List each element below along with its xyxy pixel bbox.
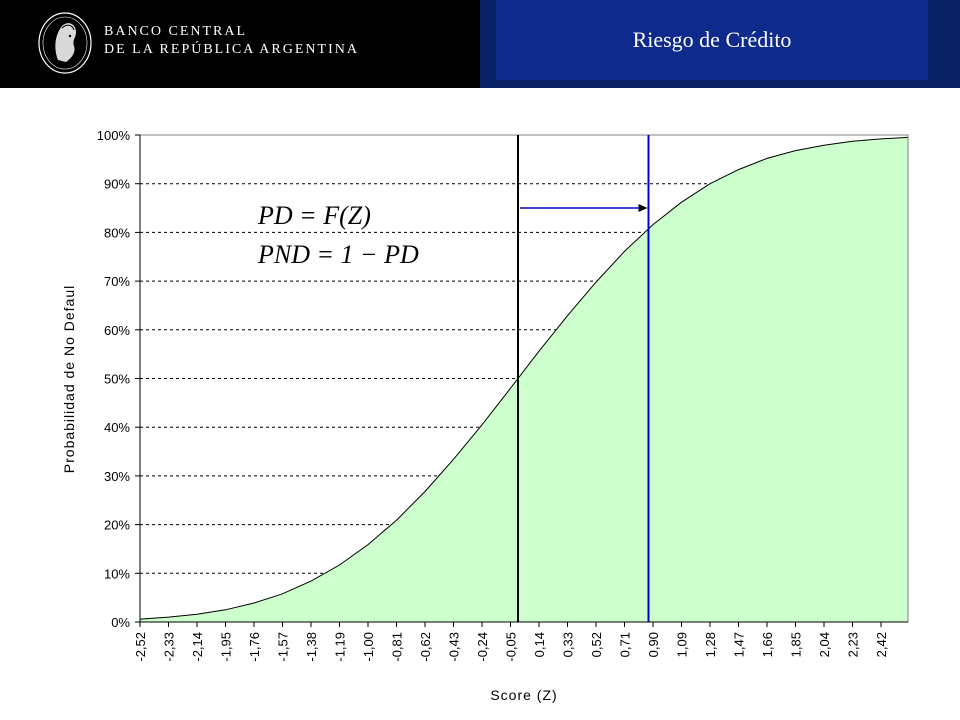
y-tick-label: 40% bbox=[104, 420, 130, 435]
x-tick-label: -1,57 bbox=[276, 632, 291, 662]
x-tick-label: -0,43 bbox=[447, 632, 462, 662]
y-tick-label: 60% bbox=[104, 323, 130, 338]
x-tick-label: -1,38 bbox=[304, 632, 319, 662]
y-tick-label: 50% bbox=[104, 372, 130, 387]
x-tick-label: 0,14 bbox=[532, 632, 547, 657]
shift-arrow-head bbox=[638, 204, 648, 213]
x-tick-label: 2,42 bbox=[874, 632, 889, 657]
header-left-panel bbox=[0, 0, 480, 88]
x-axis: -2,52 -2,33 -2,14 -1,95 -1,76 -1,57 -1,38 -1,19… bbox=[133, 621, 908, 662]
x-tick-label: -0,24 bbox=[475, 632, 490, 662]
x-tick-label: -1,76 bbox=[247, 632, 262, 662]
x-tick-label: 1,66 bbox=[760, 632, 775, 657]
x-tick-label: -2,52 bbox=[133, 632, 148, 662]
x-tick-label: 0,71 bbox=[618, 632, 633, 657]
y-tick-label: 0% bbox=[111, 615, 130, 630]
y-tick-label: 80% bbox=[104, 225, 130, 240]
area-fill bbox=[140, 137, 908, 622]
x-tick-label: -2,33 bbox=[162, 632, 177, 662]
y-axis-title: Probabilidad de No Defaul bbox=[61, 285, 77, 473]
bank-name-line1: BANCO CENTRAL bbox=[104, 24, 248, 39]
x-tick-label: 0,90 bbox=[646, 632, 661, 657]
x-tick-label: -0,81 bbox=[390, 632, 405, 662]
y-tick-label: 90% bbox=[104, 177, 130, 192]
x-tick-label: -1,00 bbox=[361, 632, 376, 662]
formula-pd: PD = F(Z) bbox=[257, 201, 371, 230]
title-box: Riesgo de Crédito bbox=[496, 0, 928, 80]
x-tick-label: -1,19 bbox=[333, 632, 348, 662]
x-tick-label: 2,04 bbox=[817, 632, 832, 657]
x-tick-label: 1,09 bbox=[675, 632, 690, 657]
y-tick-label: 30% bbox=[104, 469, 130, 484]
x-tick-label: 0,33 bbox=[561, 632, 576, 657]
y-tick-label: 10% bbox=[104, 566, 130, 581]
series-line bbox=[139, 136, 909, 620]
bank-logo-icon bbox=[38, 12, 92, 74]
y-axis: 0% 10% 20% 30% 40% 50% 60% 70% 80% 90% 100% bbox=[97, 128, 141, 630]
y-tick-label: 100% bbox=[97, 128, 131, 143]
y-tick-label: 20% bbox=[104, 518, 130, 533]
formula-pnd: PND = 1 − PD bbox=[257, 240, 419, 269]
y-tick-label: 70% bbox=[104, 274, 130, 289]
x-tick-label: 2,23 bbox=[846, 632, 861, 657]
x-tick-label: -1,95 bbox=[219, 632, 234, 662]
x-tick-label: 1,47 bbox=[732, 632, 747, 657]
page-title: Riesgo de Crédito bbox=[632, 27, 792, 52]
x-tick-label: -2,14 bbox=[190, 632, 205, 662]
x-tick-label: 0,52 bbox=[589, 632, 604, 657]
x-tick-label: 1,85 bbox=[789, 632, 804, 657]
bank-name-line2: DE LA REPÚBLICA ARGENTINA bbox=[104, 42, 359, 57]
x-axis-title: Score (Z) bbox=[490, 687, 557, 703]
x-tick-label: -0,62 bbox=[418, 632, 433, 662]
x-tick-label: 1,28 bbox=[703, 632, 718, 657]
x-tick-label: -0,05 bbox=[504, 632, 519, 662]
